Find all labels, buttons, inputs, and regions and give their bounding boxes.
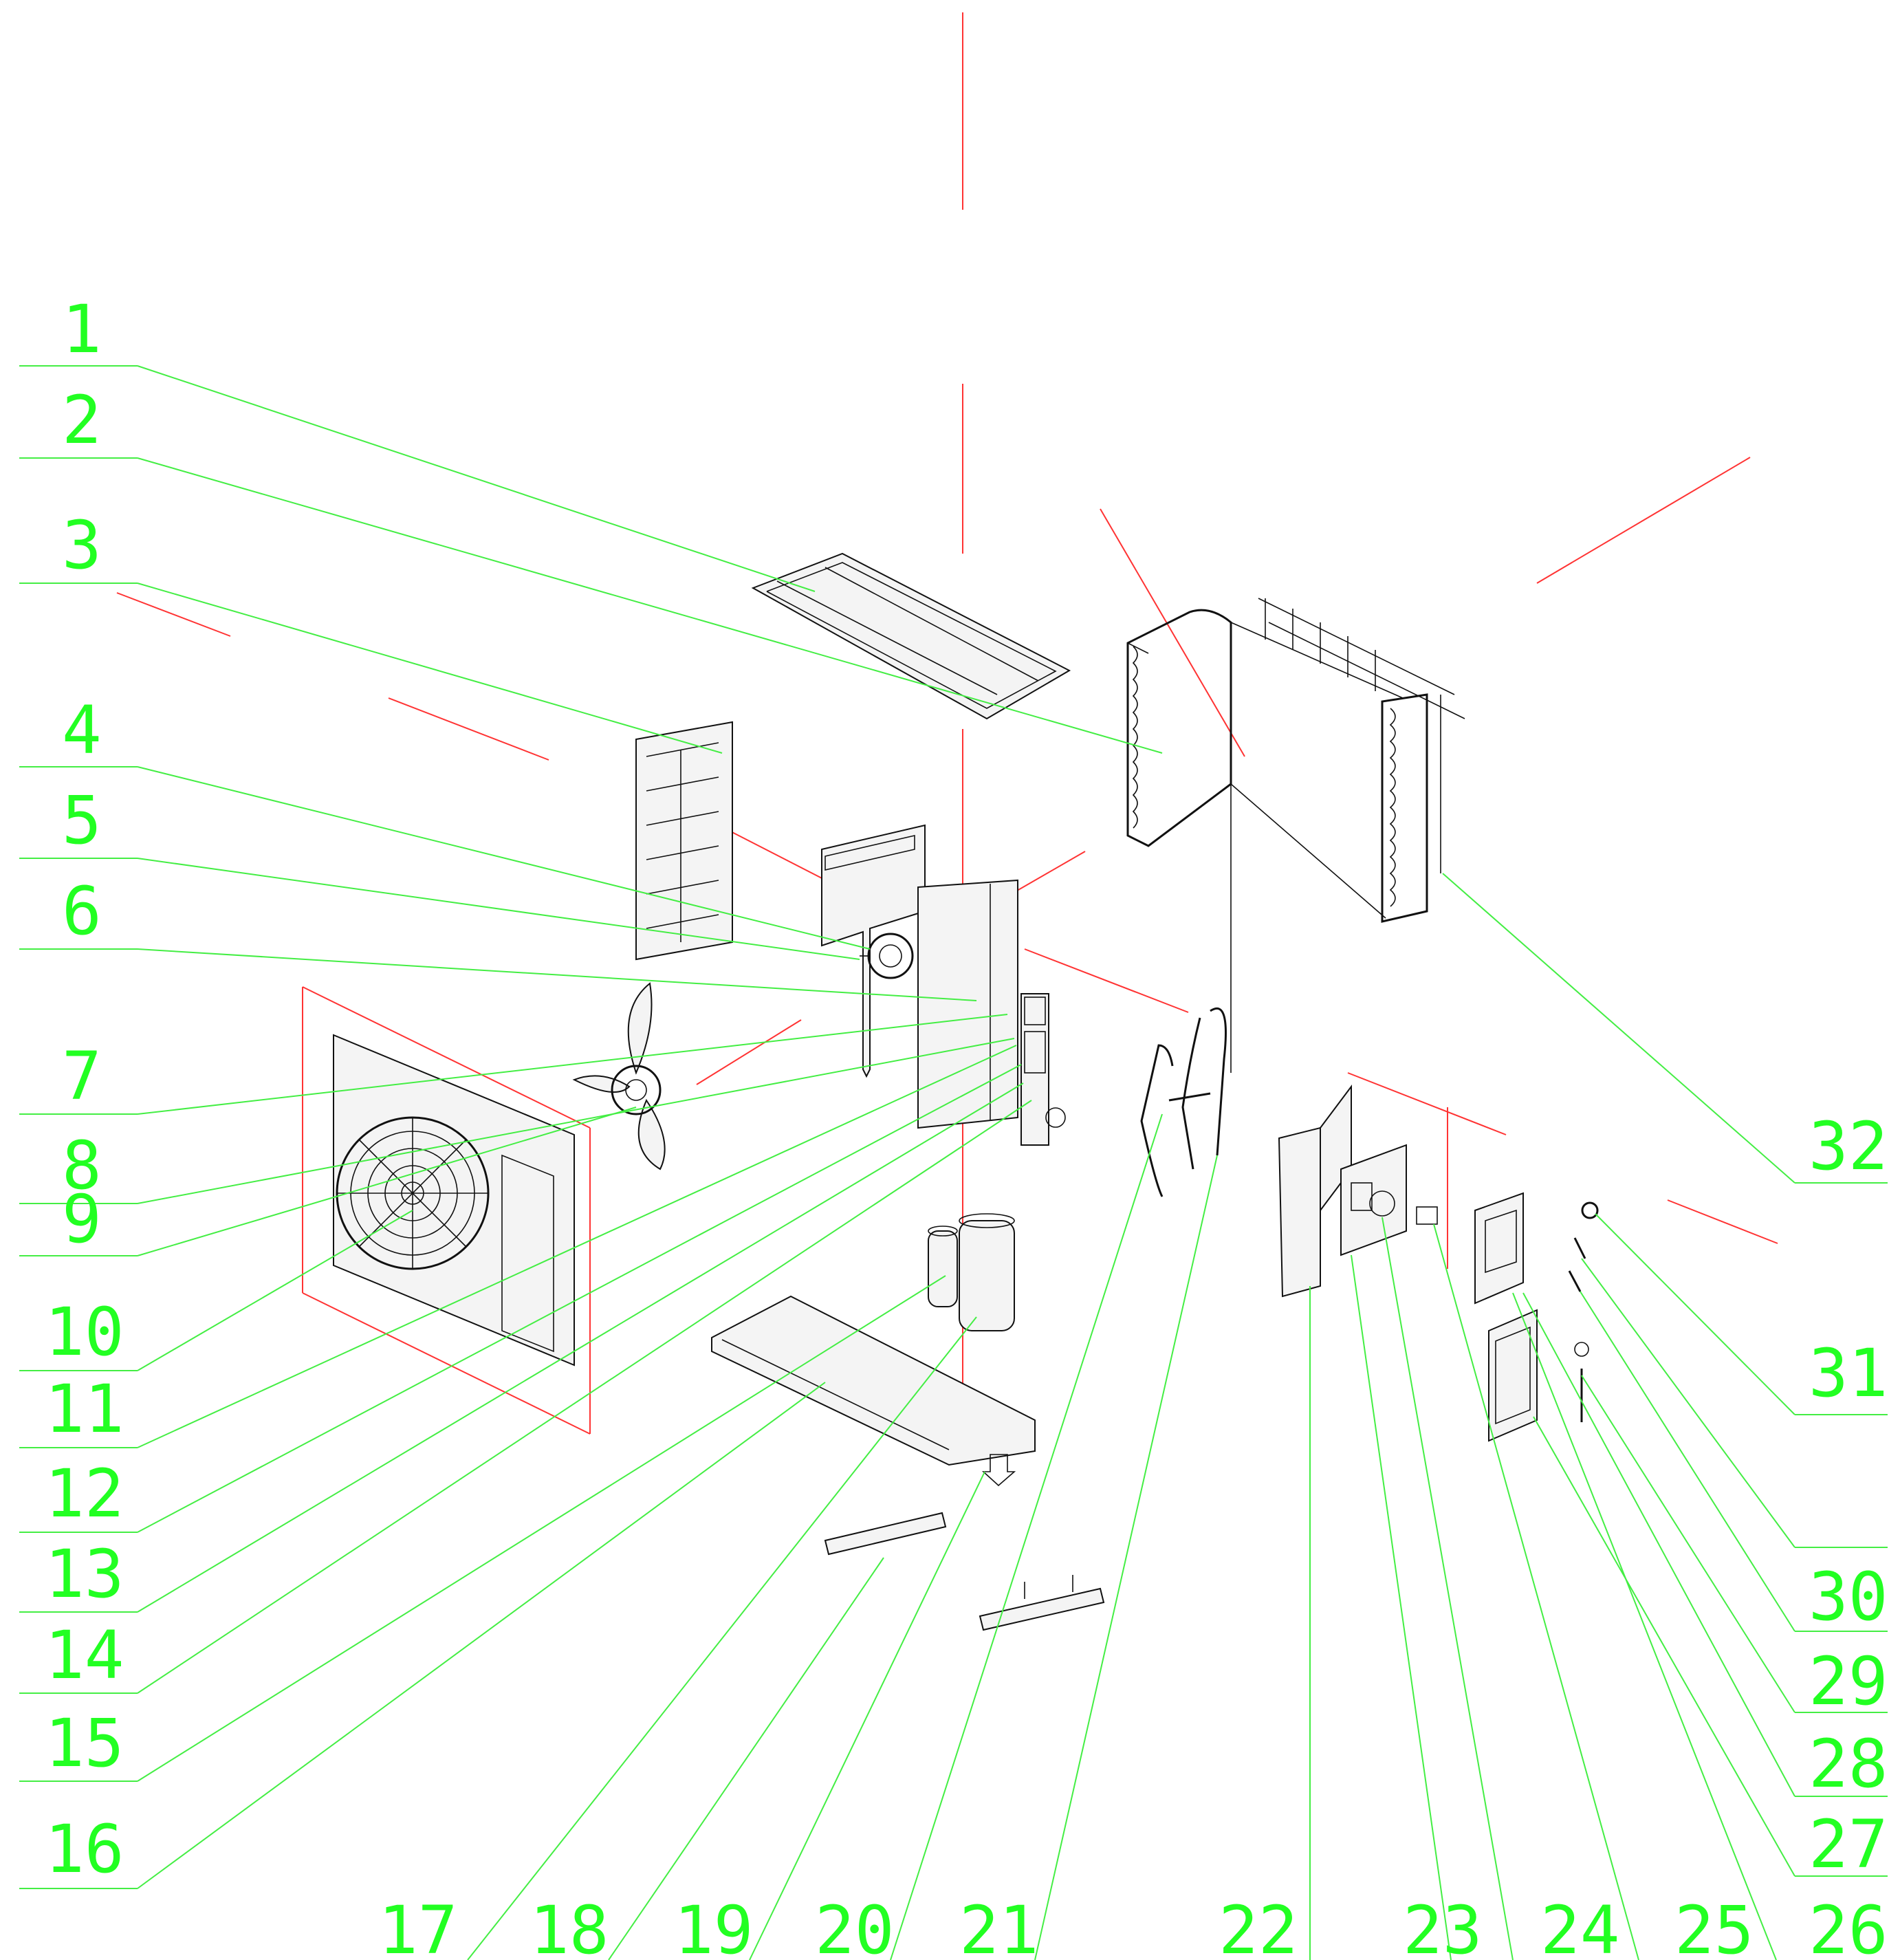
label-4: 4 bbox=[62, 692, 102, 769]
callout-numbers: 1 2 3 4 5 6 7 8 9 10 11 12 13 14 15 16 1… bbox=[45, 291, 1888, 1960]
parts-artwork bbox=[333, 552, 1599, 1631]
label-3: 3 bbox=[62, 507, 102, 584]
label-12: 12 bbox=[45, 1455, 124, 1532]
label-1: 1 bbox=[62, 291, 102, 368]
label-25: 25 bbox=[1674, 1892, 1754, 1960]
label-28: 28 bbox=[1809, 1725, 1888, 1803]
label-22: 22 bbox=[1219, 1892, 1298, 1960]
foot-rails bbox=[824, 1454, 1105, 1631]
label-16: 16 bbox=[45, 1811, 124, 1888]
rear-guard bbox=[1258, 598, 1465, 873]
label-14: 14 bbox=[45, 1617, 124, 1694]
label-6: 6 bbox=[62, 873, 102, 950]
label-18: 18 bbox=[529, 1892, 609, 1960]
side-handle bbox=[1474, 1192, 1538, 1442]
label-20: 20 bbox=[815, 1892, 895, 1960]
partition-plate bbox=[917, 879, 1018, 1129]
label-24: 24 bbox=[1540, 1892, 1620, 1960]
label-9: 9 bbox=[62, 1181, 102, 1258]
label-17: 17 bbox=[378, 1892, 458, 1960]
label-13: 13 bbox=[45, 1536, 124, 1613]
label-15: 15 bbox=[45, 1705, 124, 1782]
label-31: 31 bbox=[1809, 1335, 1888, 1412]
label-10: 10 bbox=[45, 1294, 124, 1371]
side-grille bbox=[635, 721, 733, 961]
refrigerant-piping bbox=[1140, 784, 1232, 1197]
label-30: 30 bbox=[1809, 1558, 1888, 1635]
compressor bbox=[928, 1213, 1015, 1331]
motor-bracket bbox=[821, 824, 926, 1078]
leader-lines bbox=[19, 365, 1888, 1960]
electrical-plate bbox=[1278, 1085, 1352, 1298]
label-29: 29 bbox=[1809, 1643, 1888, 1720]
label-26: 26 bbox=[1809, 1892, 1888, 1960]
front-panel bbox=[333, 1034, 575, 1366]
label-21: 21 bbox=[959, 1892, 1039, 1960]
label-2: 2 bbox=[62, 382, 102, 459]
top-cover bbox=[751, 552, 1071, 720]
small-fittings bbox=[1568, 1201, 1599, 1422]
label-7: 7 bbox=[62, 1038, 102, 1115]
label-8: 8 bbox=[62, 1127, 102, 1204]
condenser-coil bbox=[1126, 609, 1428, 923]
label-5: 5 bbox=[62, 782, 102, 859]
label-27: 27 bbox=[1809, 1806, 1888, 1883]
label-19: 19 bbox=[674, 1892, 754, 1960]
base-tray bbox=[711, 1295, 1036, 1466]
control-board bbox=[1340, 1144, 1438, 1256]
valve-stack bbox=[1020, 993, 1066, 1146]
label-11: 11 bbox=[45, 1371, 124, 1448]
label-23: 23 bbox=[1403, 1892, 1483, 1960]
fan-blade bbox=[572, 982, 666, 1170]
label-32: 32 bbox=[1809, 1108, 1888, 1185]
